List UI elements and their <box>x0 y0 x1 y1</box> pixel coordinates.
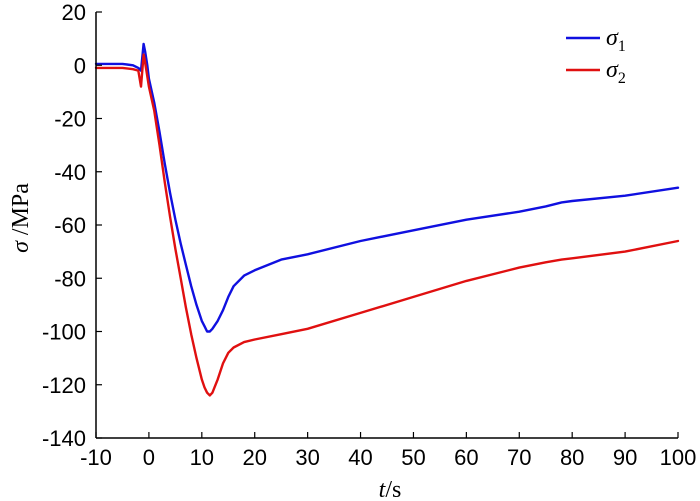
series-line-1 <box>94 42 680 333</box>
y-tick-label: -140 <box>42 426 86 451</box>
ticks: -10 0 10 20 30 40 50 60 70 80 90 100200-20-40-60-80… <box>42 0 696 470</box>
legend-label-2: σ2 <box>606 57 626 87</box>
x-tick-label: 20 <box>242 445 266 470</box>
y-tick-label: 0 <box>74 53 86 78</box>
y-tick-label: -100 <box>42 320 86 345</box>
x-tick-label: 0 <box>143 445 155 470</box>
y-tick-label: 20 <box>62 0 86 25</box>
x-axis-title: t/s <box>379 477 402 501</box>
x-tick-label: 60 <box>454 445 478 470</box>
axes <box>95 12 678 439</box>
y-tick-label: -120 <box>42 373 86 398</box>
series-line-2 <box>94 53 680 397</box>
x-tick-label: -10 <box>80 445 112 470</box>
plot-area <box>94 42 680 397</box>
y-tick-label: -40 <box>54 160 86 185</box>
x-tick-label: 10 <box>190 445 214 470</box>
x-tick-label: 100 <box>660 445 697 470</box>
y-tick-label: -80 <box>54 266 86 291</box>
x-tick-label: 90 <box>613 445 637 470</box>
y-tick-label: -60 <box>54 213 86 238</box>
x-tick-label: 50 <box>401 445 425 470</box>
y-tick-label: -20 <box>54 107 86 132</box>
legend-label-1: σ1 <box>606 25 626 55</box>
x-tick-label: 70 <box>507 445 531 470</box>
x-tick-label: 40 <box>348 445 372 470</box>
y-axis-title: σ /MPa <box>8 183 34 253</box>
x-tick-label: 30 <box>295 445 319 470</box>
x-tick-label: 80 <box>560 445 584 470</box>
